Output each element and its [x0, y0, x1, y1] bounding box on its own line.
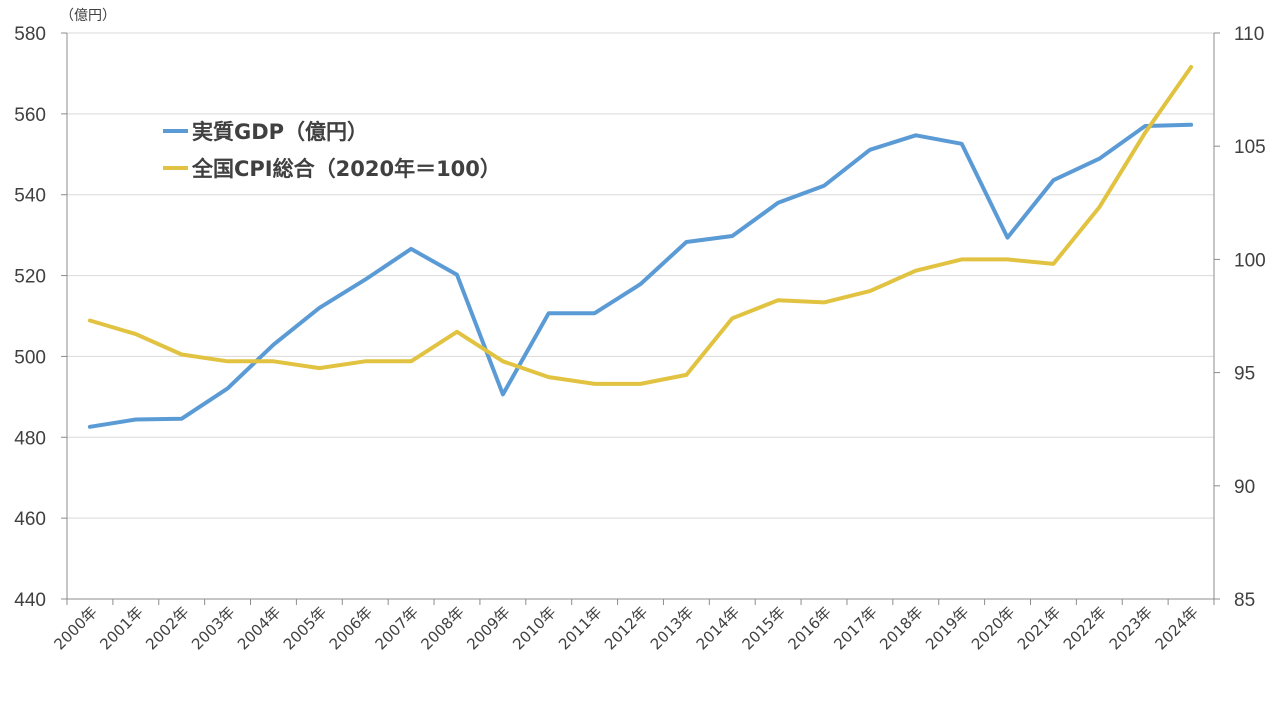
x-tick-label: 2006年 [326, 603, 376, 653]
x-tick-label: 2013年 [647, 603, 697, 653]
x-tick-label: 2024年 [1152, 603, 1202, 653]
x-tick-label: 2014年 [693, 603, 743, 653]
x-tick-label: 2015年 [739, 603, 789, 653]
axes [66, 33, 1215, 600]
x-tick-label: 2002年 [142, 603, 192, 653]
legend-label-cpi: 全国CPI総合（2020年＝100） [191, 157, 501, 181]
x-tick-label: 2019年 [922, 603, 972, 653]
left-tick-label: 520 [14, 267, 46, 288]
x-tick-label: 2012年 [601, 603, 651, 653]
left-tick-label: 480 [14, 428, 46, 449]
right-tick-label: 95 [1234, 364, 1255, 385]
right-tick-label: 105 [1234, 137, 1266, 158]
x-tick-label: 2021年 [1014, 603, 1064, 653]
series-line-0 [87, 122, 1194, 429]
right-tick-label: 100 [1234, 250, 1266, 271]
right-tick-label: 90 [1234, 477, 1255, 498]
x-tick-label: 2020年 [968, 603, 1018, 653]
x-tick-label: 2001年 [96, 603, 146, 653]
left-tick-label: 540 [14, 186, 46, 207]
x-tick-label: 2009年 [463, 603, 513, 653]
series-lines [87, 65, 1194, 429]
left-axis-ticks: 440 460 480 500 520 540 560 580 [14, 24, 67, 611]
x-tick-label: 2023年 [1106, 603, 1156, 653]
x-tick-label: 2007年 [372, 603, 422, 653]
x-tick-label: 2017年 [830, 603, 880, 653]
y-axis-unit-label: （億円） [60, 8, 116, 24]
x-axis-ticks: 2000年2001年2002年2003年2004年2005年2006年2007年… [50, 599, 1215, 653]
left-tick-label: 580 [14, 24, 46, 45]
x-tick-label: 2011年 [555, 603, 605, 653]
x-tick-label: 2018年 [876, 603, 926, 653]
x-tick-label: 2016年 [785, 603, 835, 653]
x-tick-label: 2005年 [280, 603, 330, 653]
x-tick-label: 2010年 [509, 603, 559, 653]
legend: 実質GDP（億円） 全国CPI総合（2020年＝100） [163, 120, 501, 181]
x-tick-label: 2022年 [1060, 603, 1110, 653]
x-tick-label: 2004年 [234, 603, 284, 653]
series-line-1 [87, 65, 1194, 386]
right-tick-label: 110 [1234, 24, 1264, 45]
right-tick-label: 85 [1234, 590, 1255, 611]
left-tick-label: 460 [14, 509, 46, 530]
x-tick-label: 2000年 [50, 603, 100, 653]
x-tick-label: 2008年 [417, 603, 467, 653]
x-tick-label: 2003年 [188, 603, 238, 653]
gridlines [67, 32, 1214, 600]
left-tick-label: 560 [14, 105, 46, 126]
right-axis-ticks: 85 90 95 100 105 110 [1214, 24, 1266, 611]
left-tick-label: 440 [14, 590, 46, 611]
left-tick-label: 500 [14, 347, 46, 368]
legend-label-gdp: 実質GDP（億円） [192, 120, 368, 144]
